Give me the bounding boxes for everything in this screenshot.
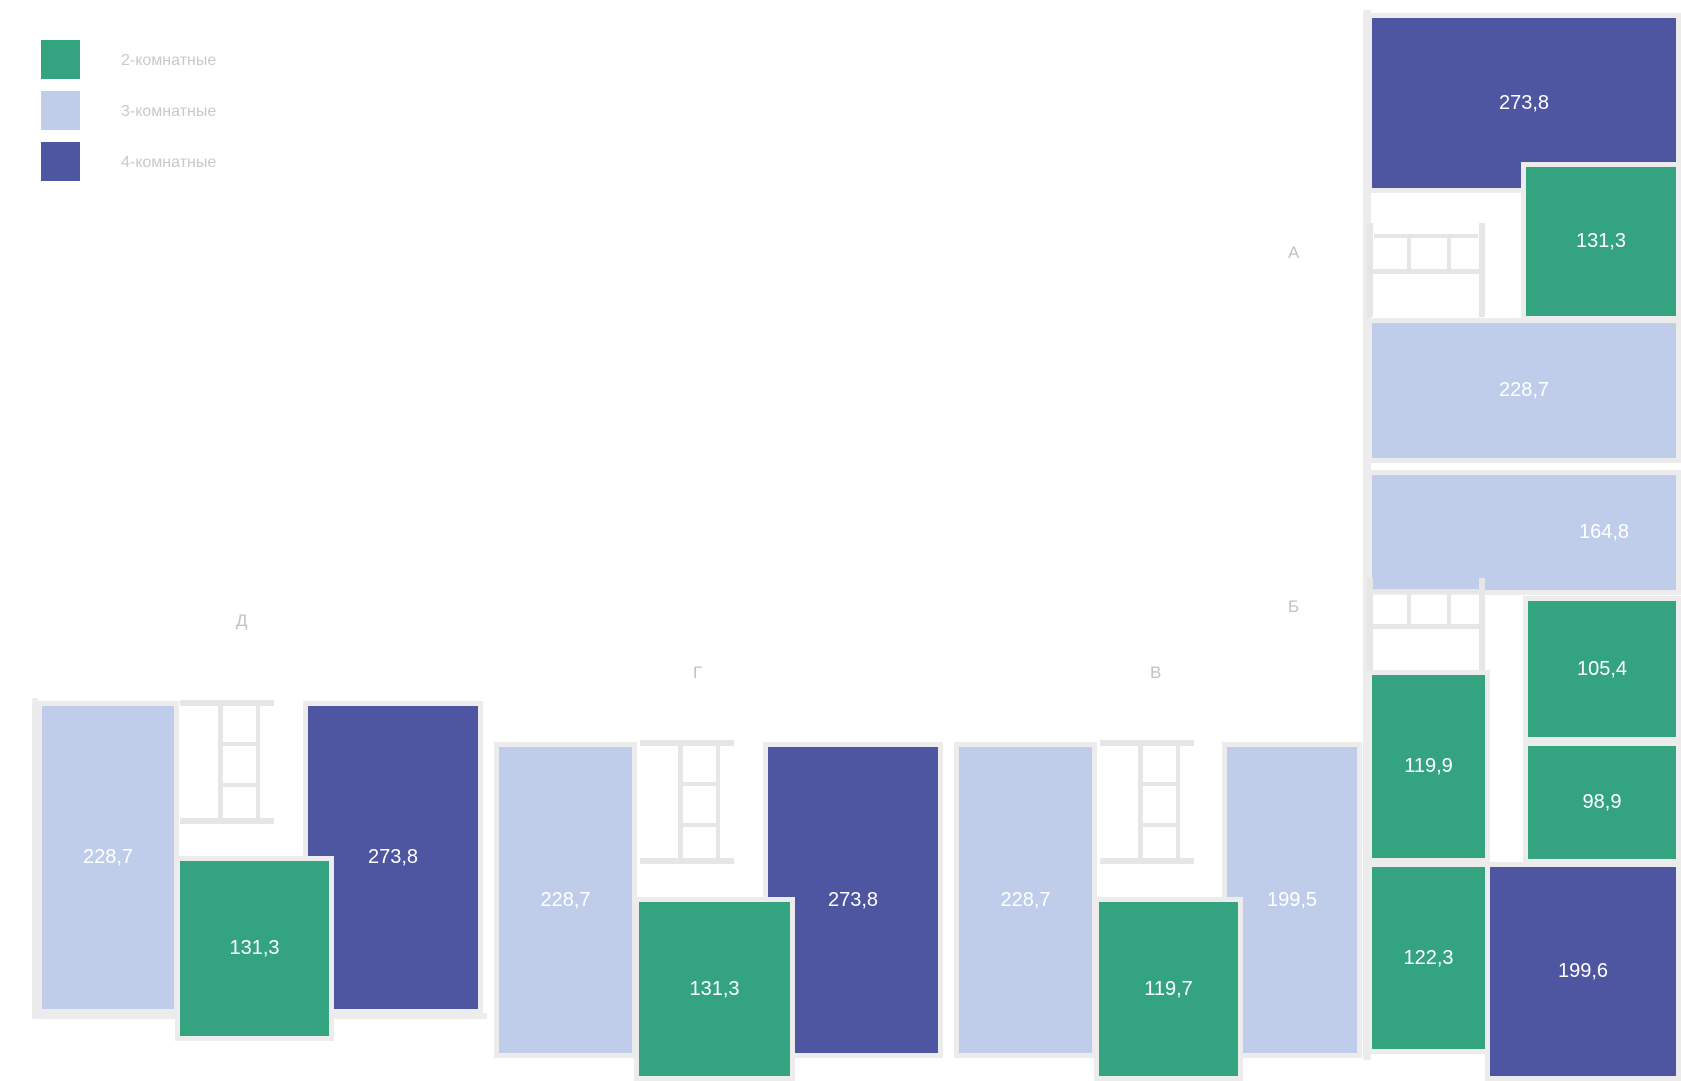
apartment-area: 131,3 <box>229 937 280 959</box>
apartment-area: 131,3 <box>689 977 740 1000</box>
legend-label-2-room: 2-комнатные <box>121 52 217 69</box>
section-label-b: Б <box>1288 597 1300 616</box>
section-label-v: В <box>1150 663 1162 682</box>
apartment-g-131-3[interactable]: 131,3 <box>634 897 795 1081</box>
apartment-b-164-8[interactable]: 164,8 <box>1367 470 1681 595</box>
apartment-d-131-3[interactable]: 131,3 <box>175 856 334 1041</box>
apartment-b-199-6[interactable]: 199,6 <box>1485 862 1681 1081</box>
apartment-area: 199,6 <box>1557 960 1609 982</box>
apartment-area: 228,7 <box>540 888 591 911</box>
apartment-area: 199,5 <box>1266 888 1318 911</box>
apartment-area: 98,9 <box>1582 791 1622 813</box>
apartment-area: 119,7 <box>1144 977 1193 1000</box>
apartment-a-131-3[interactable]: 131,3 <box>1521 162 1681 321</box>
stairwell-g <box>640 740 734 864</box>
apartment-b-122-3[interactable]: 122,3 <box>1367 862 1490 1054</box>
legend-swatch-2-room <box>41 40 80 79</box>
apartment-v-199-5[interactable]: 199,5 <box>1222 742 1362 1058</box>
apartment-area: 131,3 <box>1575 230 1627 252</box>
apartment-area: 164,8 <box>1578 521 1630 543</box>
apartment-a-228-7[interactable]: 228,7 <box>1367 318 1681 463</box>
legend-label-3-room: 3-комнатные <box>121 103 217 120</box>
apartment-d-228-7[interactable]: 228,7 <box>37 701 179 1014</box>
apartment-b-119-9[interactable]: 119,9 <box>1367 670 1490 863</box>
apartment-b-98-9[interactable]: 98,9 <box>1523 741 1681 864</box>
legend-label-4-room: 4-комнатные <box>121 154 217 171</box>
legend-swatch-4-room <box>41 142 80 181</box>
apartment-area: 273,8 <box>827 888 879 911</box>
apartment-area: 228,7 <box>1498 379 1550 401</box>
stairwell-d <box>180 700 274 824</box>
wall-outline-left <box>32 698 38 1016</box>
stairwell-v <box>1100 740 1194 864</box>
apartment-area: 105,4 <box>1576 657 1628 680</box>
apartment-area: 273,8 <box>1498 91 1550 114</box>
legend-swatch-3-room <box>41 91 80 130</box>
stairwell-b <box>1367 578 1487 672</box>
apartment-area: 228,7 <box>82 846 134 868</box>
section-label-d: Д <box>236 611 248 630</box>
apartment-area: 122,3 <box>1403 946 1454 969</box>
apartment-v-119-7[interactable]: 119,7 <box>1094 897 1243 1081</box>
apartment-v-228-7[interactable]: 228,7 <box>954 742 1097 1058</box>
apartment-area: 273,8 <box>367 846 419 868</box>
apartment-g-228-7[interactable]: 228,7 <box>494 742 637 1058</box>
section-label-g: Г <box>693 663 703 682</box>
stairwell-a <box>1367 223 1487 317</box>
apartment-area: 119,9 <box>1404 755 1453 777</box>
apartment-area: 228,7 <box>1000 888 1051 911</box>
section-label-a: А <box>1288 243 1300 262</box>
apartment-b-105-4[interactable]: 105,4 <box>1523 596 1681 742</box>
